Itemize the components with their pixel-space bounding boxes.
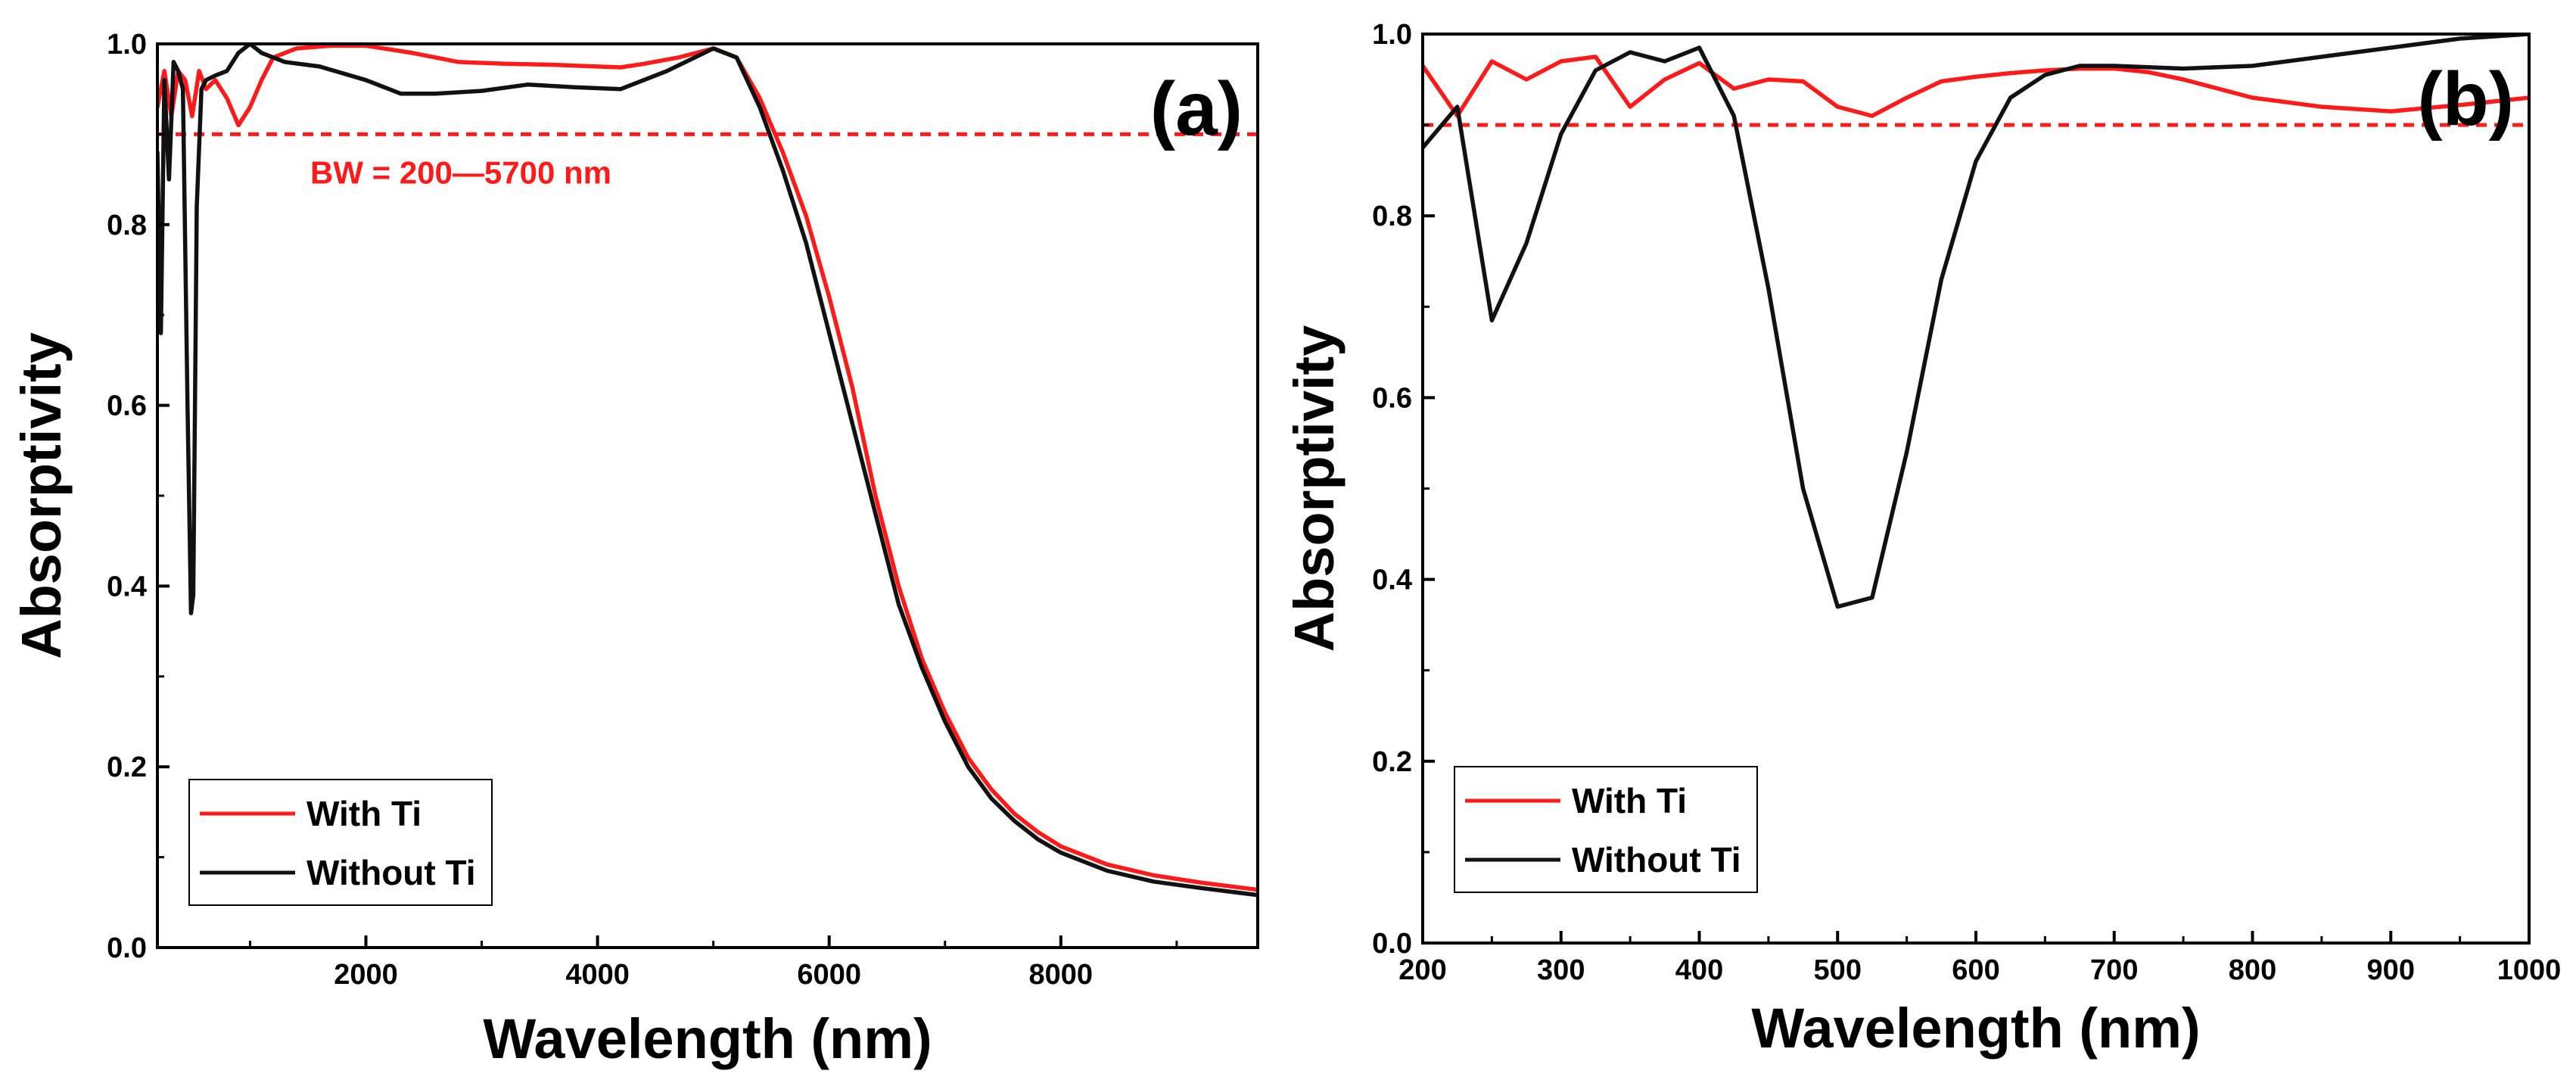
panel-label: (b) [2417, 57, 2514, 142]
x-tick-label: 500 [1814, 954, 1862, 986]
y-tick-label: 0.6 [1372, 382, 1412, 414]
y-tick-label: 1.0 [1372, 19, 1412, 51]
series-group [1423, 34, 2529, 609]
y-tick-label: 0.0 [107, 932, 147, 964]
legend-box [1454, 766, 1758, 893]
series-line-without-ti [157, 44, 1258, 898]
y-axis-title: Absorptivity [10, 332, 73, 659]
x-tick-label: 600 [1952, 954, 1999, 986]
legend-label: Without Ti [306, 853, 476, 892]
y-tick-label: 1.0 [107, 29, 147, 61]
series-line-with-ti [157, 44, 1258, 892]
panel-label: (a) [1150, 67, 1243, 151]
y-tick-label: 0.4 [1372, 565, 1412, 596]
legend-label: With Ti [306, 794, 422, 833]
x-tick-label: 4000 [565, 959, 630, 991]
y-tick-label: 0.8 [107, 210, 147, 241]
legend-label: Without Ti [1572, 840, 1741, 879]
x-axis-title: Wavelength (nm) [1751, 997, 2200, 1060]
x-tick-label: 8000 [1029, 959, 1094, 991]
x-tick-label: 700 [2090, 954, 2138, 986]
x-axis-title: Wavelength (nm) [483, 1007, 932, 1070]
panel-b: 0.0 0.2 0.4 0.6 0.8 1.0 200 300 400 500 600 700 800 9… [1283, 19, 2561, 1060]
x-tick-label: 900 [2367, 954, 2415, 986]
series-line-with-ti [1423, 54, 2529, 118]
legend-label: With Ti [1572, 781, 1687, 820]
legend: With Ti Without Ti [188, 779, 493, 906]
x-tick-label: 300 [1537, 954, 1585, 986]
legend-box [188, 779, 493, 906]
bandwidth-annotation: BW = 200—5700 nm [310, 154, 611, 190]
x-tick-label: 200 [1398, 954, 1446, 986]
legend: With Ti Without Ti [1454, 766, 1758, 893]
x-tick-label: 2000 [334, 959, 398, 991]
y-tick-label: 0.2 [107, 752, 147, 783]
panel-a: 0.0 0.2 0.4 0.6 0.8 1.0 2000 4000 6000 8000 Wavele… [10, 29, 1259, 1070]
y-tick-label: 0.0 [1372, 928, 1412, 960]
y-tick-label: 0.4 [107, 571, 147, 602]
series-line-without-ti [1423, 34, 2529, 609]
x-tick-label: 400 [1675, 954, 1723, 986]
series-group [157, 44, 1258, 898]
x-tick-label: 1000 [2497, 954, 2562, 986]
y-tick-label: 0.2 [1372, 746, 1412, 778]
y-tick-label: 0.6 [107, 391, 147, 422]
y-axis-title: Absorptivity [1283, 325, 1346, 652]
y-tick-label: 0.8 [1372, 201, 1412, 232]
x-tick-label: 6000 [797, 959, 861, 991]
x-tick-label: 800 [2229, 954, 2276, 986]
